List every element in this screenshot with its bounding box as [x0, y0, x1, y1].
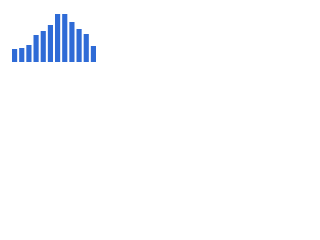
bar: [83, 34, 89, 62]
bar: [19, 48, 25, 62]
bar: [33, 35, 39, 62]
bar: [69, 22, 75, 62]
bar: [76, 29, 82, 62]
bar: [40, 31, 46, 62]
bar: [26, 45, 32, 62]
bar: [55, 14, 61, 62]
bar: [47, 25, 53, 62]
bar: [62, 14, 68, 62]
page: (() => { const data = JSON.parse(documen…: [0, 0, 320, 71]
chart: [12, 14, 96, 62]
bar: [12, 49, 18, 62]
bar: [90, 46, 96, 62]
